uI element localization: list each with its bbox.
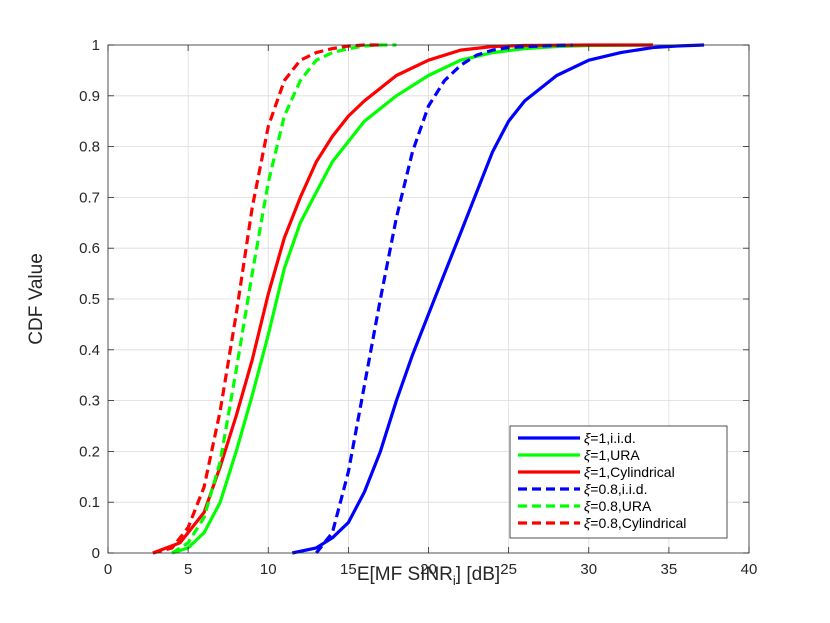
x-tick-label: 25	[500, 561, 517, 578]
y-tick-label: 0.6	[79, 240, 100, 257]
x-axis-label-suffix: ] [dB]	[456, 564, 500, 585]
x-tick-label: 30	[580, 561, 597, 578]
legend-label-6: ξ=0.8,Cylindrical	[584, 515, 686, 531]
axis-ticks	[107, 44, 750, 554]
grid-lines	[108, 45, 749, 553]
x-tick-label: 15	[340, 561, 357, 578]
x-tick-labels: 0 5 10 15 20 25 30 35 40	[104, 561, 758, 578]
legend-label-5: ξ=0.8,URA	[584, 498, 652, 514]
legend: ξ=1,i.i.d.ξ=1,URAξ=1,Cylindricalξ=0.8,i.…	[509, 425, 728, 539]
series-layer	[152, 43, 705, 555]
legend-label-3: ξ=1,Cylindrical	[584, 464, 675, 480]
series-line-4	[315, 43, 573, 554]
series-line-1	[291, 43, 705, 555]
y-tick-label: 0.3	[79, 393, 100, 410]
series-line-6	[152, 43, 381, 555]
y-tick-label: 1	[92, 37, 100, 54]
x-tick-label: 35	[661, 561, 678, 578]
y-tick-label: 0.1	[79, 494, 100, 511]
y-tick-label: 0.5	[79, 291, 100, 308]
y-tick-label: 0.4	[79, 342, 100, 359]
y-axis-label: CDF Value	[26, 253, 47, 345]
y-tick-label: 0.8	[79, 139, 100, 156]
x-tick-label: 0	[104, 561, 112, 578]
y-tick-label: 0.7	[79, 189, 100, 206]
x-tick-label: 10	[260, 561, 277, 578]
y-tick-labels: 0 0.1 0.2 0.3 0.4 0.5 0.6 0.7 0.8 0.9 1	[79, 37, 100, 562]
x-axis-label-subscript: i	[453, 573, 456, 588]
series-line-3	[152, 43, 653, 555]
x-tick-label: 5	[184, 561, 192, 578]
legend-box	[509, 425, 728, 539]
legend-label-2: ξ=1,URA	[584, 447, 640, 463]
legend-label-1: ξ=1,i.i.d.	[584, 430, 636, 446]
y-tick-label: 0	[92, 545, 100, 562]
series-line-2	[171, 43, 653, 555]
y-tick-label: 0.2	[79, 443, 100, 460]
x-axis-label: E[MF SINRi] [dB]	[357, 564, 500, 588]
x-tick-label: 20	[420, 561, 437, 578]
x-tick-label: 40	[741, 561, 758, 578]
legend-label-4: ξ=0.8,i.i.d.	[584, 481, 647, 497]
y-tick-label: 0.9	[79, 88, 100, 105]
x-axis-label-main: E[MF SINR	[357, 564, 453, 585]
